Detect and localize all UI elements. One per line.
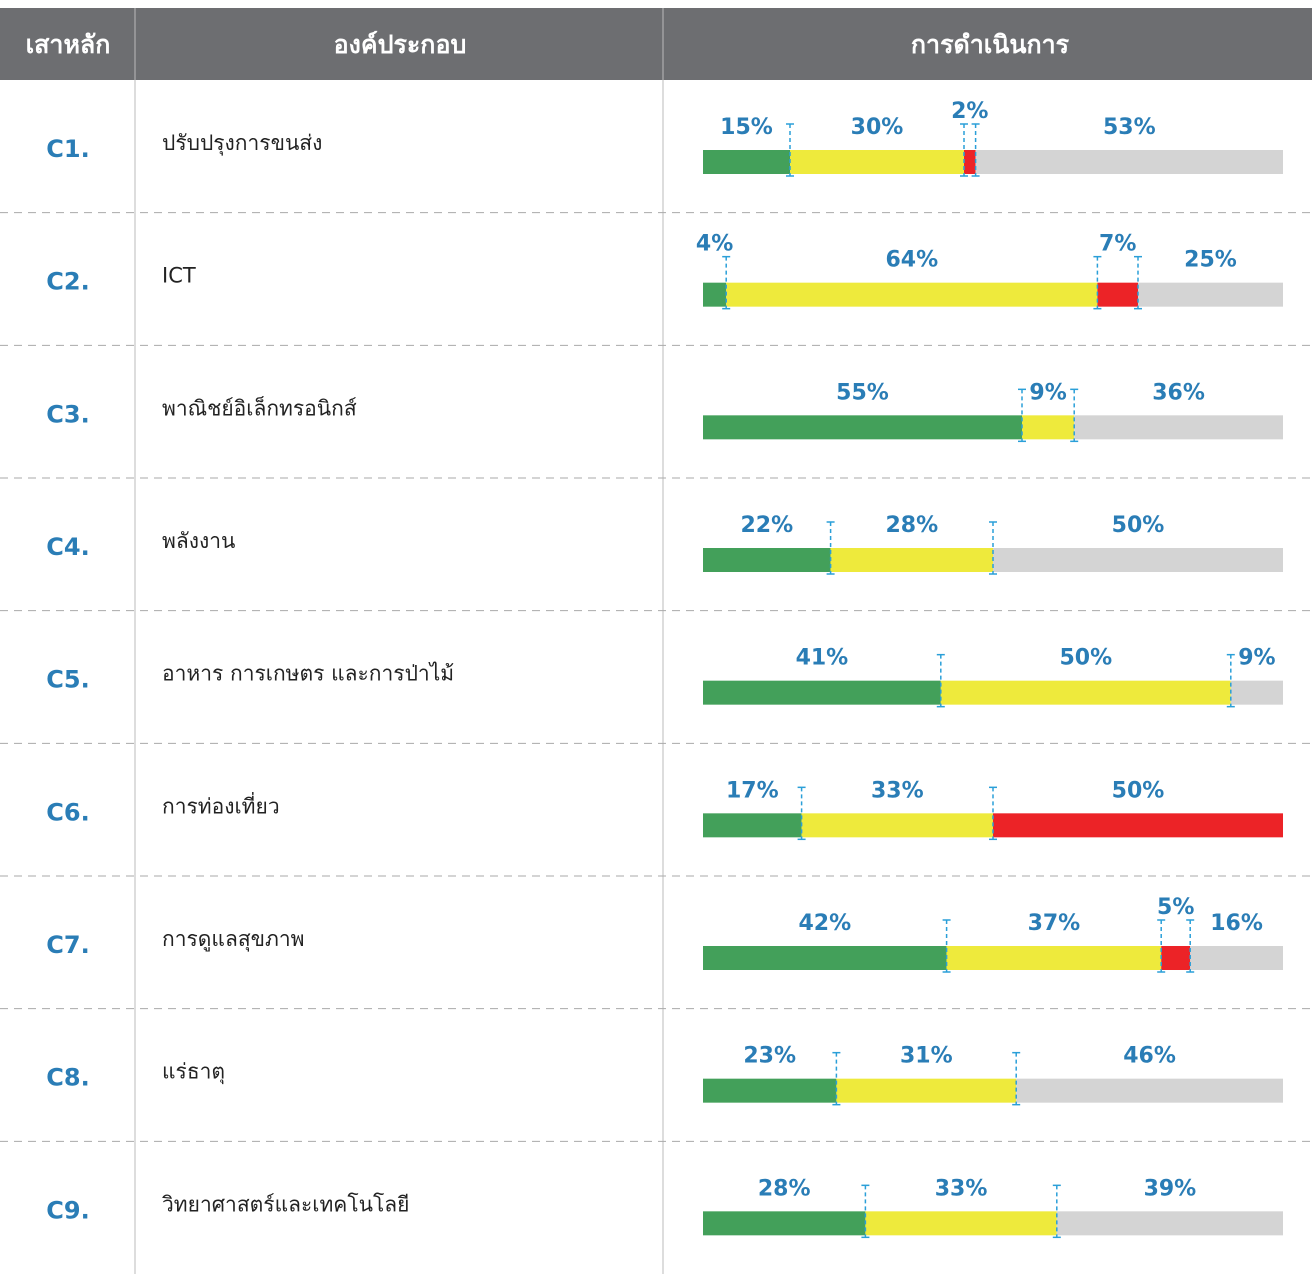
value-label: 37% [1028,911,1081,936]
row-code: C9. [46,1196,89,1224]
row-name: อาหาร การเกษตร และการป่าไม้ [162,662,454,686]
value-label: 9% [1238,646,1275,671]
value-label: 23% [743,1044,796,1069]
bar-segment [975,150,1283,174]
row-name: พาณิชย์อิเล็กทรอนิกส์ [162,394,357,420]
row-code: C7. [46,931,89,959]
bar-segment [703,813,802,838]
bar-segment [1097,282,1138,307]
bar-segment [801,813,993,838]
bar-segment [703,1211,866,1236]
value-label: 15% [720,115,773,140]
header-cell: องค์ประกอบ [334,30,467,59]
value-label: 9% [1029,380,1066,405]
bar-segment [836,1078,1017,1103]
row-code: C2. [46,268,89,296]
bar-segment [946,946,1162,970]
row-name: ปรับปรุงการขนส่ง [162,131,322,156]
header-cell: การดำเนินการ [911,30,1070,59]
value-label: 33% [935,1176,988,1201]
bar-segment [1138,282,1283,307]
value-label: 30% [851,115,904,140]
bar-segment [703,150,790,174]
bar-segment [726,282,1098,307]
value-label: 5% [1157,895,1194,920]
bar-segment [830,548,993,572]
value-label: 50% [1112,513,1165,538]
value-label: 31% [900,1044,953,1069]
bar-segment [1056,1211,1283,1236]
bar-segment [1230,680,1283,705]
header-bar [0,8,1312,80]
bar-segment [1161,946,1191,970]
bar-segment [703,1078,837,1103]
value-label: 41% [796,646,849,671]
bar-segment [993,548,1283,572]
row-name: ICT [162,264,196,288]
row-code: C5. [46,666,89,694]
value-label: 2% [951,99,988,124]
value-label: 16% [1210,911,1263,936]
row-name: การดูแลสุขภาพ [162,927,304,952]
value-label: 28% [885,513,938,538]
value-label: 7% [1099,232,1136,257]
value-label: 55% [836,380,889,405]
header-cell: เสาหลัก [26,30,111,59]
value-label: 64% [885,248,938,273]
bar-segment [964,150,976,174]
row-name: วิทยาศาสตร์และเทคโนโลยี [162,1192,410,1216]
bar-segment [1016,1078,1283,1103]
value-label: 50% [1059,646,1112,671]
row-code: C6. [46,798,89,826]
bar-segment [1074,415,1283,440]
value-label: 25% [1184,248,1237,273]
bar-segment [703,946,947,970]
bar-segment [993,813,1283,838]
value-label: 53% [1103,115,1156,140]
value-label: 4% [696,232,733,257]
bar-segment [703,282,727,307]
row-name: แร่ธาตุ [162,1060,225,1085]
bar-segment [1022,415,1075,440]
bar-segment [703,680,941,705]
row-code: C4. [46,533,89,561]
value-label: 17% [726,778,779,803]
value-label: 42% [798,911,851,936]
value-label: 28% [758,1176,811,1201]
value-label: 39% [1144,1176,1197,1201]
row-code: C1. [46,135,89,163]
value-label: 50% [1112,778,1165,803]
row-code: C8. [46,1064,89,1092]
bar-segment [790,150,964,174]
value-label: 46% [1123,1044,1176,1069]
bar-segment [703,548,831,572]
bar-segment [940,680,1231,705]
row-name: การท่องเที่ยว [162,791,280,818]
bar-segment [1190,946,1283,970]
row-code: C3. [46,400,89,428]
bar-segment [703,415,1022,440]
row-name: พลังงาน [162,529,235,553]
value-label: 22% [740,513,793,538]
value-label: 33% [871,778,924,803]
value-label: 36% [1152,380,1205,405]
bar-segment [865,1211,1057,1236]
